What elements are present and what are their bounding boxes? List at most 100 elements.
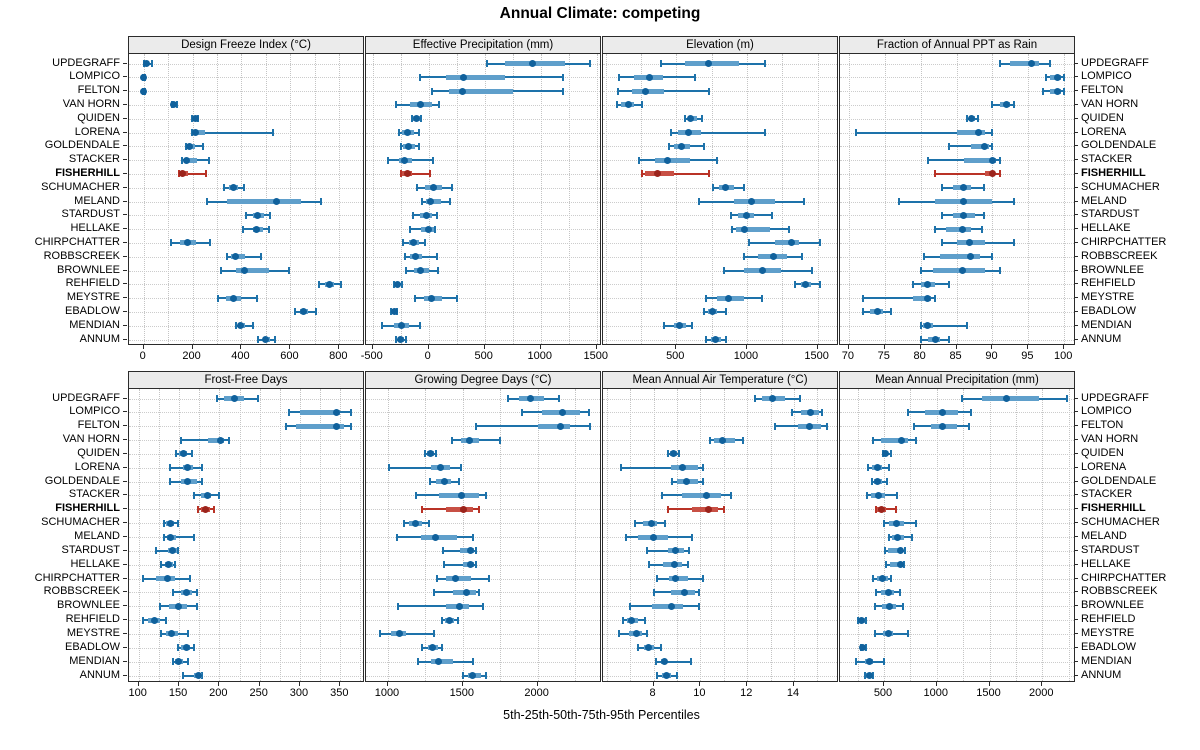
- whisker-cap-p5: [704, 336, 707, 343]
- median-dot-quiden: [427, 450, 435, 458]
- gridline-row: [129, 187, 363, 189]
- axis-tick-label: 200: [209, 687, 228, 699]
- row-tick-left: [123, 186, 127, 188]
- gridline-vertical: [1068, 389, 1070, 681]
- axis-tick-label: 0: [139, 350, 146, 362]
- median-dot-schumacher: [430, 184, 438, 192]
- axis-tick-label: 8: [649, 687, 656, 699]
- median-dot-updegraff: [705, 60, 713, 67]
- axis-tick-label: 90: [985, 350, 998, 362]
- median-dot-stacker: [457, 491, 465, 499]
- whisker-cap-p95: [687, 547, 690, 555]
- station-label-right-mendian: MENDIAN: [1081, 318, 1132, 331]
- gridline-vertical: [630, 389, 632, 681]
- station-label-left-stardust: STARDUST: [61, 208, 120, 221]
- whisker-cap-p95: [400, 280, 403, 288]
- gridline-vertical: [606, 389, 608, 681]
- whisker-cap-p95: [690, 658, 693, 666]
- figure-caption: 5th-25th-50th-75th-95th Percentiles: [503, 708, 700, 722]
- gridline-vertical: [199, 389, 201, 681]
- axis-tick: [991, 345, 993, 349]
- median-dot-lorena: [184, 464, 192, 472]
- gridline-vertical: [1064, 54, 1066, 344]
- row-tick-right: [1074, 494, 1078, 496]
- median-dot-fisherhill: [178, 170, 186, 178]
- gridline-row: [366, 201, 600, 203]
- gridline-row: [129, 647, 363, 649]
- whisker-cap-p95: [998, 170, 1001, 178]
- axis-tick-label: 1000: [733, 350, 759, 362]
- median-dot-schumacher: [411, 519, 419, 527]
- whisker-cap-p95: [686, 561, 689, 569]
- whisker-cap-p5: [708, 436, 711, 444]
- row-tick-right: [1074, 103, 1078, 105]
- whisker-cap-p5: [396, 602, 399, 610]
- row-tick-left: [123, 577, 127, 579]
- whisker-cap-p95: [427, 519, 430, 527]
- axis-tick: [461, 682, 463, 686]
- median-dot-goldendale: [682, 478, 690, 486]
- gridline-row: [129, 633, 363, 635]
- whisker-range-meystre: [380, 632, 435, 635]
- row-tick-left: [123, 508, 127, 510]
- row-tick-right: [1074, 591, 1078, 593]
- gridline-row: [129, 440, 363, 442]
- median-dot-goldendale: [981, 142, 989, 150]
- whisker-range-mendian: [655, 660, 692, 663]
- whisker-cap-p95: [701, 464, 704, 472]
- station-label-left-meystre: MEYSTRE: [66, 626, 120, 639]
- whisker-cap-p5: [399, 170, 402, 178]
- gridline-row: [366, 63, 600, 65]
- station-label-left-stardust: STARDUST: [61, 543, 120, 556]
- median-dot-mendian: [398, 322, 405, 330]
- gridline-row: [366, 633, 600, 635]
- iqr-bar-felton: [448, 88, 514, 94]
- whisker-cap-p5: [185, 142, 188, 150]
- station-label-left-robbscreek: ROBBSCREEK: [43, 249, 120, 262]
- axis-tick: [699, 682, 701, 686]
- whisker-cap-p95: [434, 450, 437, 458]
- whisker-cap-p95: [948, 280, 951, 288]
- median-dot-van-horn: [170, 101, 178, 109]
- iqr-bar-brownlee: [235, 268, 270, 273]
- axis-tick-label: 1500: [449, 687, 475, 699]
- iqr-bar-meland: [734, 199, 776, 204]
- axis-tick: [793, 682, 794, 686]
- median-dot-annum: [662, 672, 670, 679]
- whisker-cap-p95: [475, 547, 478, 555]
- whisker-cap-p5: [171, 658, 174, 666]
- median-dot-rehfield: [627, 616, 635, 624]
- axis-tick-label: 1500: [804, 350, 829, 362]
- median-dot-lompico: [806, 408, 814, 416]
- station-label-left-annum: ANNUM: [79, 332, 120, 345]
- iqr-bar-goldendale: [970, 143, 989, 149]
- median-dot-lorena: [684, 129, 692, 136]
- row-tick-right: [1074, 425, 1078, 427]
- gridline-row: [603, 284, 837, 286]
- gridline-row: [603, 550, 837, 552]
- gridline-row: [840, 284, 1074, 286]
- whisker-cap-p95: [991, 142, 994, 150]
- row-tick-right: [1074, 172, 1078, 174]
- median-dot-brownlee: [886, 602, 894, 610]
- median-dot-stardust: [466, 547, 474, 555]
- whisker-cap-p95: [460, 464, 463, 472]
- whisker-cap-p95: [228, 436, 231, 444]
- iqr-bar-stardust: [888, 548, 903, 554]
- row-tick-left: [123, 452, 127, 454]
- station-label-left-meland: MELAND: [74, 194, 120, 207]
- whisker-cap-p5: [874, 602, 877, 610]
- whisker-cap-p5: [475, 422, 478, 430]
- median-dot-ebadlow: [708, 308, 716, 316]
- median-dot-schumacher: [647, 519, 655, 527]
- whisker-cap-p5: [867, 464, 870, 472]
- gridline-row: [366, 146, 600, 148]
- median-dot-ebadlow: [299, 308, 307, 316]
- station-label-left-chirpchatter: CHIRPCHATTER: [34, 235, 120, 248]
- gridline-row: [603, 77, 837, 79]
- whisker-range-meystre: [863, 297, 936, 300]
- whisker-cap-p5: [656, 672, 659, 679]
- whisker-cap-p95: [771, 211, 774, 219]
- median-dot-rehfield: [325, 280, 333, 288]
- gridline-vertical: [540, 54, 542, 344]
